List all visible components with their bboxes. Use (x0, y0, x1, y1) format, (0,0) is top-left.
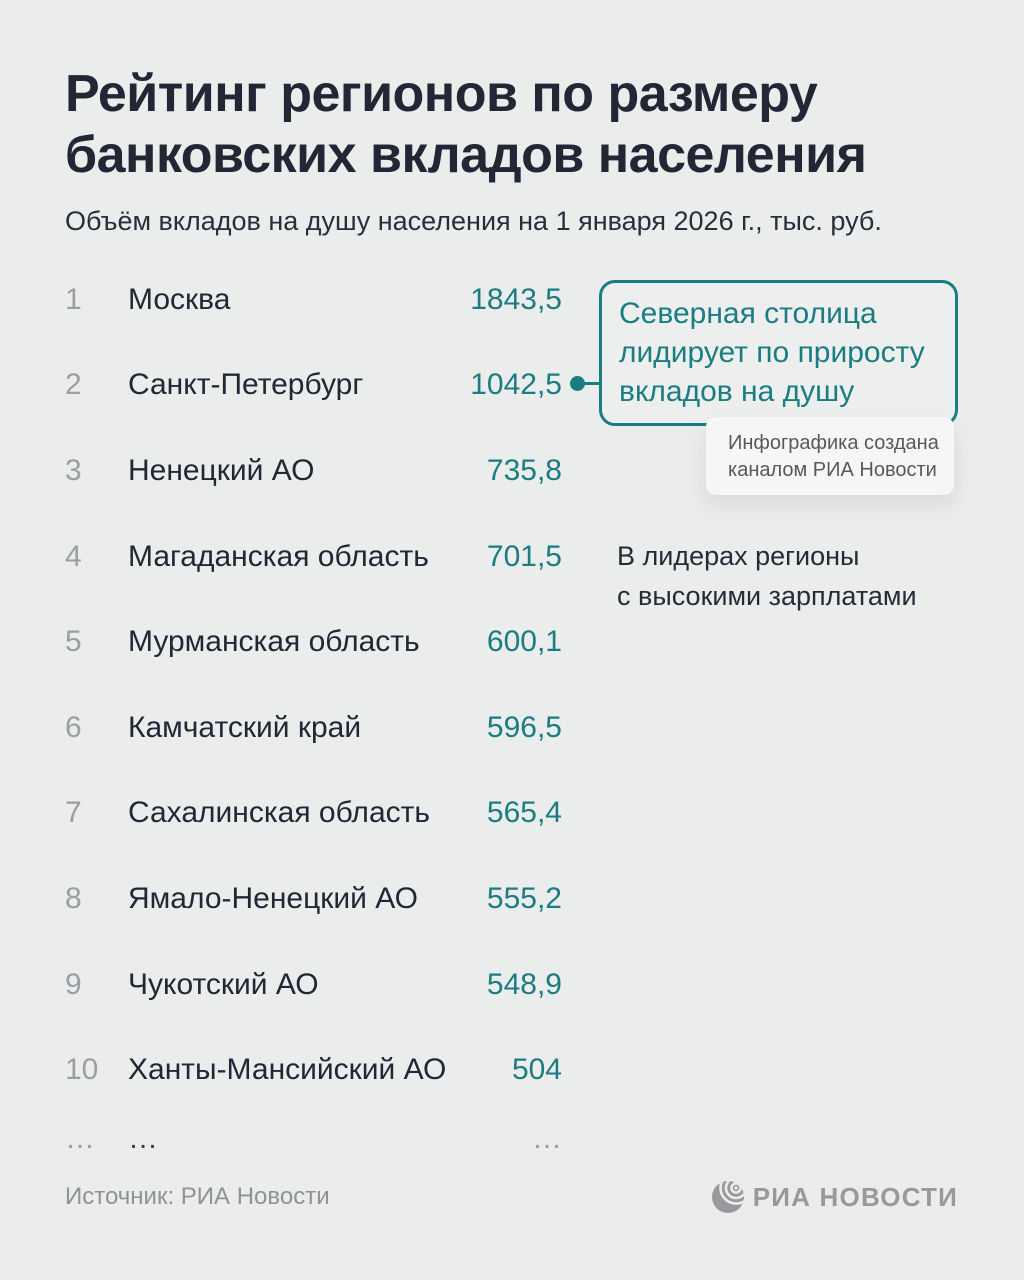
deposit-value: 596,5 (486, 710, 562, 744)
deposit-value: 548,9 (486, 967, 562, 1001)
source-label: Источник: РИА Новости (65, 1183, 330, 1210)
deposit-value: 1042,5 (470, 368, 562, 402)
table-row: 10 Ханты-Мансийский АО 504 (65, 1027, 562, 1113)
table-row: 9 Чукотский АО 548,9 (65, 942, 562, 1028)
region-name: Магаданская область (128, 539, 429, 573)
region-name: Ненецкий АО (128, 453, 315, 487)
callout-connector-line (577, 382, 601, 385)
watermark-note-line1: Инфографика создана (728, 432, 939, 454)
deposit-value: … (532, 1121, 562, 1155)
rank-cell: 3 (65, 453, 82, 487)
deposit-value: 600,1 (486, 625, 562, 659)
page-title: Рейтинг регионов по размеру банковских в… (65, 64, 985, 186)
deposit-value: 504 (511, 1053, 562, 1087)
table-row: 8 Ямало-Ненецкий АО 555,2 (65, 856, 562, 942)
region-name: Мурманская область (128, 625, 420, 659)
deposit-value: 555,2 (486, 881, 562, 915)
rank-cell: 5 (65, 625, 82, 659)
table-row: 2 Санкт-Петербург 1042,5 (65, 343, 562, 429)
page-title-line1: Рейтинг регионов по размеру (65, 65, 818, 123)
region-name: Ханты-Мансийский АО (128, 1053, 447, 1087)
ranking-table: 1 Москва 1843,5 2 Санкт-Петербург 1042,5… (65, 257, 562, 1165)
rank-cell: 10 (65, 1053, 99, 1087)
rank-cell: 8 (65, 881, 82, 915)
rank-cell: 9 (65, 967, 82, 1001)
callout-text-line1: Северная столица (619, 297, 877, 330)
ria-novosti-logo: РИА НОВОСТИ (711, 1180, 958, 1214)
callout-text-line3: вкладов на душу (619, 375, 855, 408)
rank-cell: 6 (65, 710, 82, 744)
rank-cell: 1 (65, 282, 82, 316)
table-row: 7 Сахалинская область 565,4 (65, 771, 562, 857)
side-annotation-line1: В лидерах регионы (617, 541, 860, 571)
callout-text-line2: лидирует по приросту (619, 336, 925, 369)
region-name: Москва (128, 282, 231, 316)
rank-cell: 7 (65, 796, 82, 830)
callout-box: Северная столица лидирует по приросту вк… (599, 280, 958, 426)
rank-cell: 4 (65, 539, 82, 573)
table-row: 6 Камчатский край 596,5 (65, 685, 562, 771)
region-name: Санкт-Петербург (128, 368, 364, 402)
page-title-line2: банковских вкладов населения (65, 126, 867, 184)
region-name: Ямало-Ненецкий АО (128, 881, 418, 915)
region-name: Камчатский край (128, 710, 362, 744)
deposit-value: 701,5 (486, 539, 562, 573)
ria-globe-icon (711, 1180, 745, 1214)
region-name: Чукотский АО (128, 967, 319, 1001)
watermark-note-card: Инфографика создана каналом РИА Новости (706, 417, 954, 495)
logo-text: РИА НОВОСТИ (752, 1181, 958, 1212)
callout-connector-dot (570, 376, 585, 391)
deposit-value: 735,8 (486, 453, 562, 487)
page-subtitle: Объём вкладов на душу населения на 1 янв… (65, 206, 882, 236)
table-row: 1 Москва 1843,5 (65, 257, 562, 343)
table-row: 3 Ненецкий АО 735,8 (65, 428, 562, 514)
table-row: 5 Мурманская область 600,1 (65, 599, 562, 685)
deposit-value: 565,4 (486, 796, 562, 830)
region-name: Сахалинская область (128, 796, 430, 830)
deposit-value: 1843,5 (470, 282, 562, 316)
side-annotation-line2: с высокими зарплатами (617, 581, 917, 611)
table-row: 4 Магаданская область 701,5 (65, 514, 562, 600)
rank-cell: 2 (65, 368, 82, 402)
watermark-note-line2: каналом РИА Новости (728, 459, 937, 481)
rank-cell: … (65, 1121, 95, 1155)
table-row-ellipsis: … … … (65, 1113, 562, 1165)
side-annotation: В лидерах регионы с высокими зарплатами (617, 536, 917, 616)
region-name: … (128, 1121, 158, 1155)
